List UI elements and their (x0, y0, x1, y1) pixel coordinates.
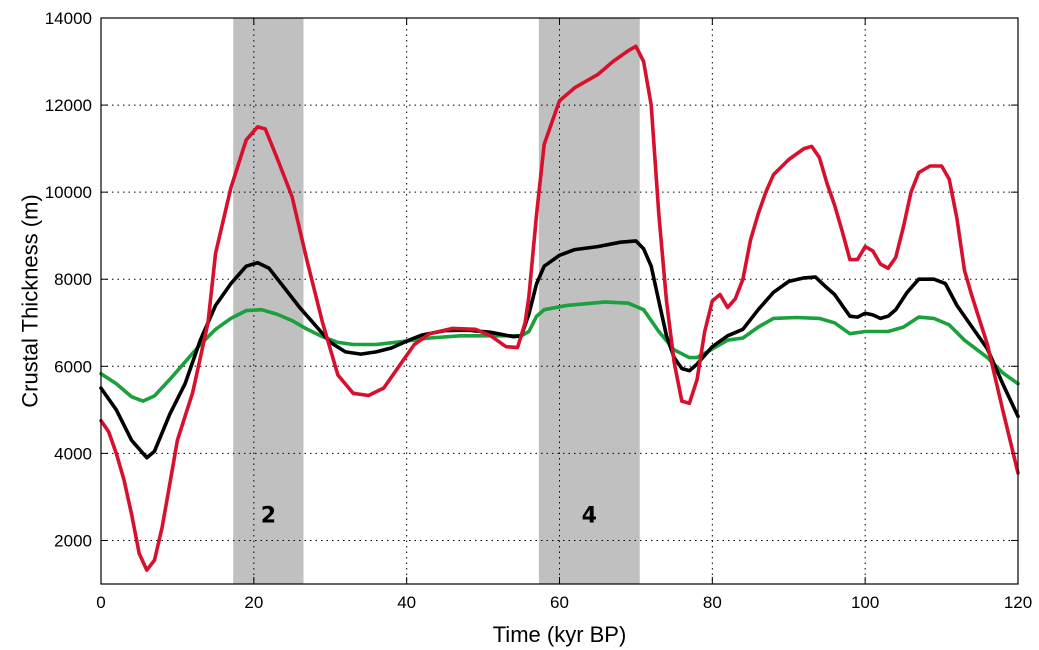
shaded-band-2 (233, 18, 304, 584)
series-line-2 (99, 239, 1020, 460)
y-tick-label-6000: 6000 (54, 357, 92, 376)
y-tick-label-10000: 10000 (45, 183, 92, 202)
x-tick-label-80: 80 (703, 593, 722, 612)
shaded-band-4 (538, 18, 640, 584)
band-label-4: 4 (582, 503, 597, 528)
y-tick-label-2000: 2000 (54, 531, 92, 550)
x-tick-label-100: 100 (851, 593, 879, 612)
x-tick-label-60: 60 (550, 593, 569, 612)
x-axis-label: Time (kyr BP) (493, 622, 627, 647)
x-tick-label-0: 0 (96, 593, 105, 612)
y-tick-label-14000: 14000 (45, 9, 92, 28)
tick-marks (100, 17, 1019, 584)
y-tick-label-8000: 8000 (54, 270, 92, 289)
band-label-2: 2 (261, 503, 276, 528)
x-tick-label-20: 20 (244, 593, 263, 612)
series-line-1 (99, 300, 1020, 403)
x-tick-label-40: 40 (397, 593, 416, 612)
y-axis-label: Crustal Thickness (m) (18, 194, 43, 408)
y-tick-label-12000: 12000 (45, 96, 92, 115)
y-tick-label-4000: 4000 (54, 444, 92, 463)
series-lines (99, 44, 1020, 572)
grid-lines (101, 18, 1018, 584)
x-tick-label-120: 120 (1004, 593, 1032, 612)
tick-labels: 0 20 40 60 80 100 120 2000 4000 6000 8000 10000 1200… (45, 9, 1032, 612)
series-line-3 (99, 44, 1020, 572)
